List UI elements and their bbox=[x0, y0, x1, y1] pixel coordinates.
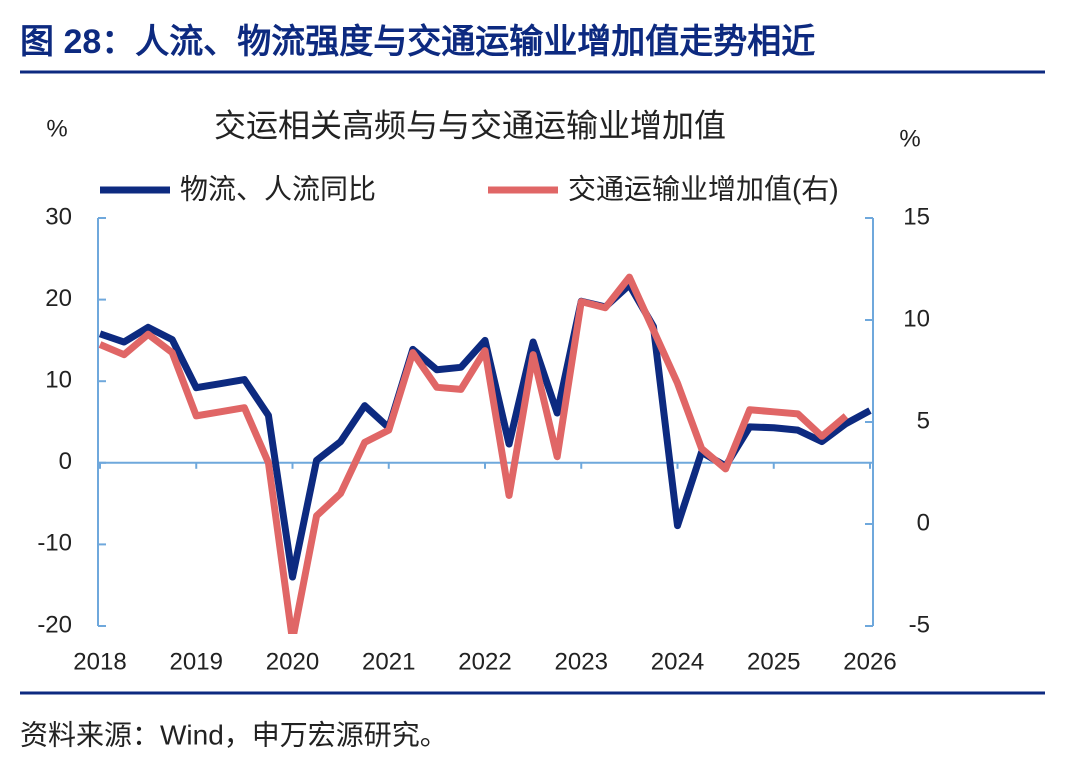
y-tick-label: -10 bbox=[37, 530, 72, 557]
y2-tick-label: 15 bbox=[903, 203, 930, 230]
y-tick-label: 0 bbox=[59, 448, 72, 475]
legend-label: 物流、人流同比 bbox=[180, 173, 376, 204]
x-tick-label: 2026 bbox=[843, 648, 896, 675]
x-tick-label: 2025 bbox=[747, 648, 800, 675]
y2-tick-label: 5 bbox=[917, 407, 930, 434]
y-tick-label: -20 bbox=[37, 611, 72, 638]
x-tick-label: 2024 bbox=[651, 648, 704, 675]
source-note: 资料来源：Wind，申万宏源研究。 bbox=[20, 719, 448, 750]
x-tick-label: 2018 bbox=[73, 648, 126, 675]
figure-title: 图 28：人流、物流强度与交通运输业增加值走势相近 bbox=[20, 22, 815, 61]
series-line bbox=[98, 281, 872, 581]
plot-area bbox=[98, 273, 872, 634]
x-tick-label: 2020 bbox=[266, 648, 319, 675]
y2-axis-label: % bbox=[899, 125, 920, 152]
x-tick-label: 2022 bbox=[458, 648, 511, 675]
y-tick-label: 20 bbox=[45, 285, 72, 312]
y-axis-label: % bbox=[46, 115, 67, 142]
y2-tick-label: 10 bbox=[903, 305, 930, 332]
y-tick-label: 30 bbox=[45, 203, 72, 230]
x-tick-label: 2019 bbox=[170, 648, 223, 675]
y-tick-label: 10 bbox=[45, 367, 72, 394]
chart-title: 交运相关高频与与交通运输业增加值 bbox=[214, 107, 726, 143]
y2-tick-label: 0 bbox=[917, 509, 930, 536]
legend-label: 交通运输业增加值(右) bbox=[568, 173, 839, 204]
y2-tick-label: -5 bbox=[909, 611, 930, 638]
series-line bbox=[98, 273, 849, 634]
x-tick-label: 2023 bbox=[555, 648, 608, 675]
x-tick-label: 2021 bbox=[362, 648, 415, 675]
